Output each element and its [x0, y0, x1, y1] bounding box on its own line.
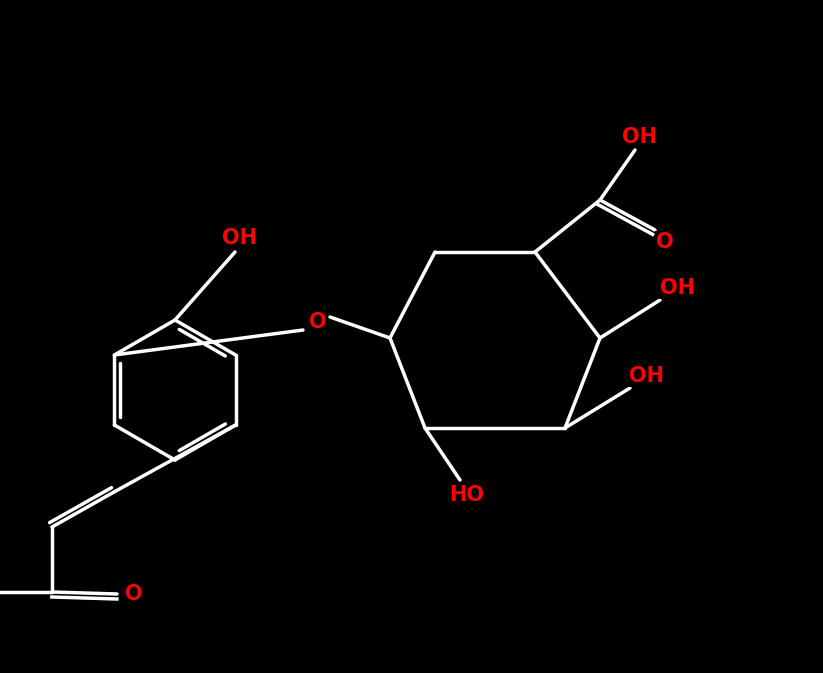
- Text: O: O: [309, 312, 327, 332]
- Text: HO: HO: [449, 485, 485, 505]
- Text: OH: OH: [222, 228, 258, 248]
- Text: OH: OH: [622, 127, 658, 147]
- Text: O: O: [656, 232, 674, 252]
- Text: O: O: [125, 584, 143, 604]
- Text: OH: OH: [630, 366, 664, 386]
- Text: OH: OH: [661, 278, 695, 298]
